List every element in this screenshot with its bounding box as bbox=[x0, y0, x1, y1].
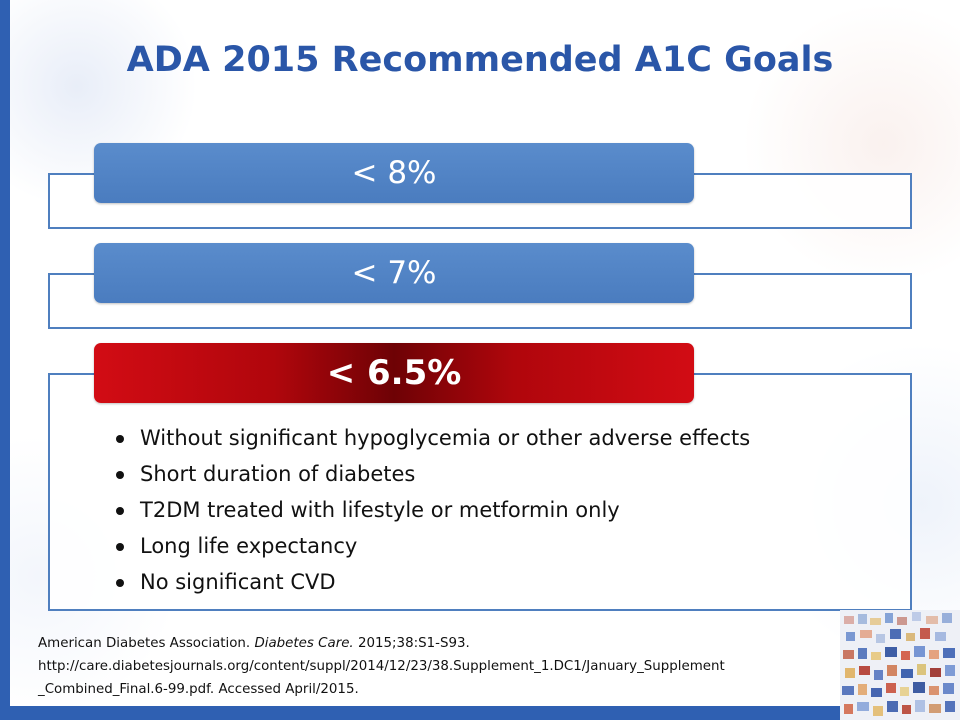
bullet-icon bbox=[116, 507, 124, 515]
list-item: Short duration of diabetes bbox=[116, 456, 750, 492]
list-item: T2DM treated with lifestyle or metformin… bbox=[116, 492, 750, 528]
bullet-icon bbox=[116, 579, 124, 587]
mosaic-image bbox=[840, 610, 960, 720]
reference-line-1: American Diabetes Association. Diabetes … bbox=[38, 632, 838, 655]
criteria-list: Without significant hypoglycemia or othe… bbox=[116, 420, 750, 600]
list-item: Without significant hypoglycemia or othe… bbox=[116, 420, 750, 456]
bullet-icon bbox=[116, 543, 124, 551]
reference-details: 2015;38:S1-S93. bbox=[353, 636, 470, 651]
bottom-accent-bar bbox=[0, 706, 840, 720]
goal-pill-3: < 6.5% bbox=[94, 343, 694, 403]
reference-citation: American Diabetes Association. Diabetes … bbox=[38, 632, 838, 701]
goal-pill-2: < 7% bbox=[94, 243, 694, 303]
reference-author: American Diabetes Association. bbox=[38, 636, 255, 651]
reference-url-line-1: http://care.diabetesjournals.org/content… bbox=[38, 659, 725, 674]
goal-frame-3 bbox=[48, 373, 912, 611]
mosaic-art bbox=[840, 610, 960, 720]
left-accent-bar bbox=[0, 0, 10, 706]
slide-title: ADA 2015 Recommended A1C Goals bbox=[126, 40, 834, 80]
goal-pill-1: < 8% bbox=[94, 143, 694, 203]
list-item: Long life expectancy bbox=[116, 528, 750, 564]
reference-url-line-2: _Combined_Final.6-99.pdf. Accessed April… bbox=[38, 682, 359, 697]
reference-journal: Diabetes Care. bbox=[254, 636, 354, 651]
list-item: No significant CVD bbox=[116, 564, 750, 600]
bullet-icon bbox=[116, 471, 124, 479]
bullet-icon bbox=[116, 435, 124, 443]
